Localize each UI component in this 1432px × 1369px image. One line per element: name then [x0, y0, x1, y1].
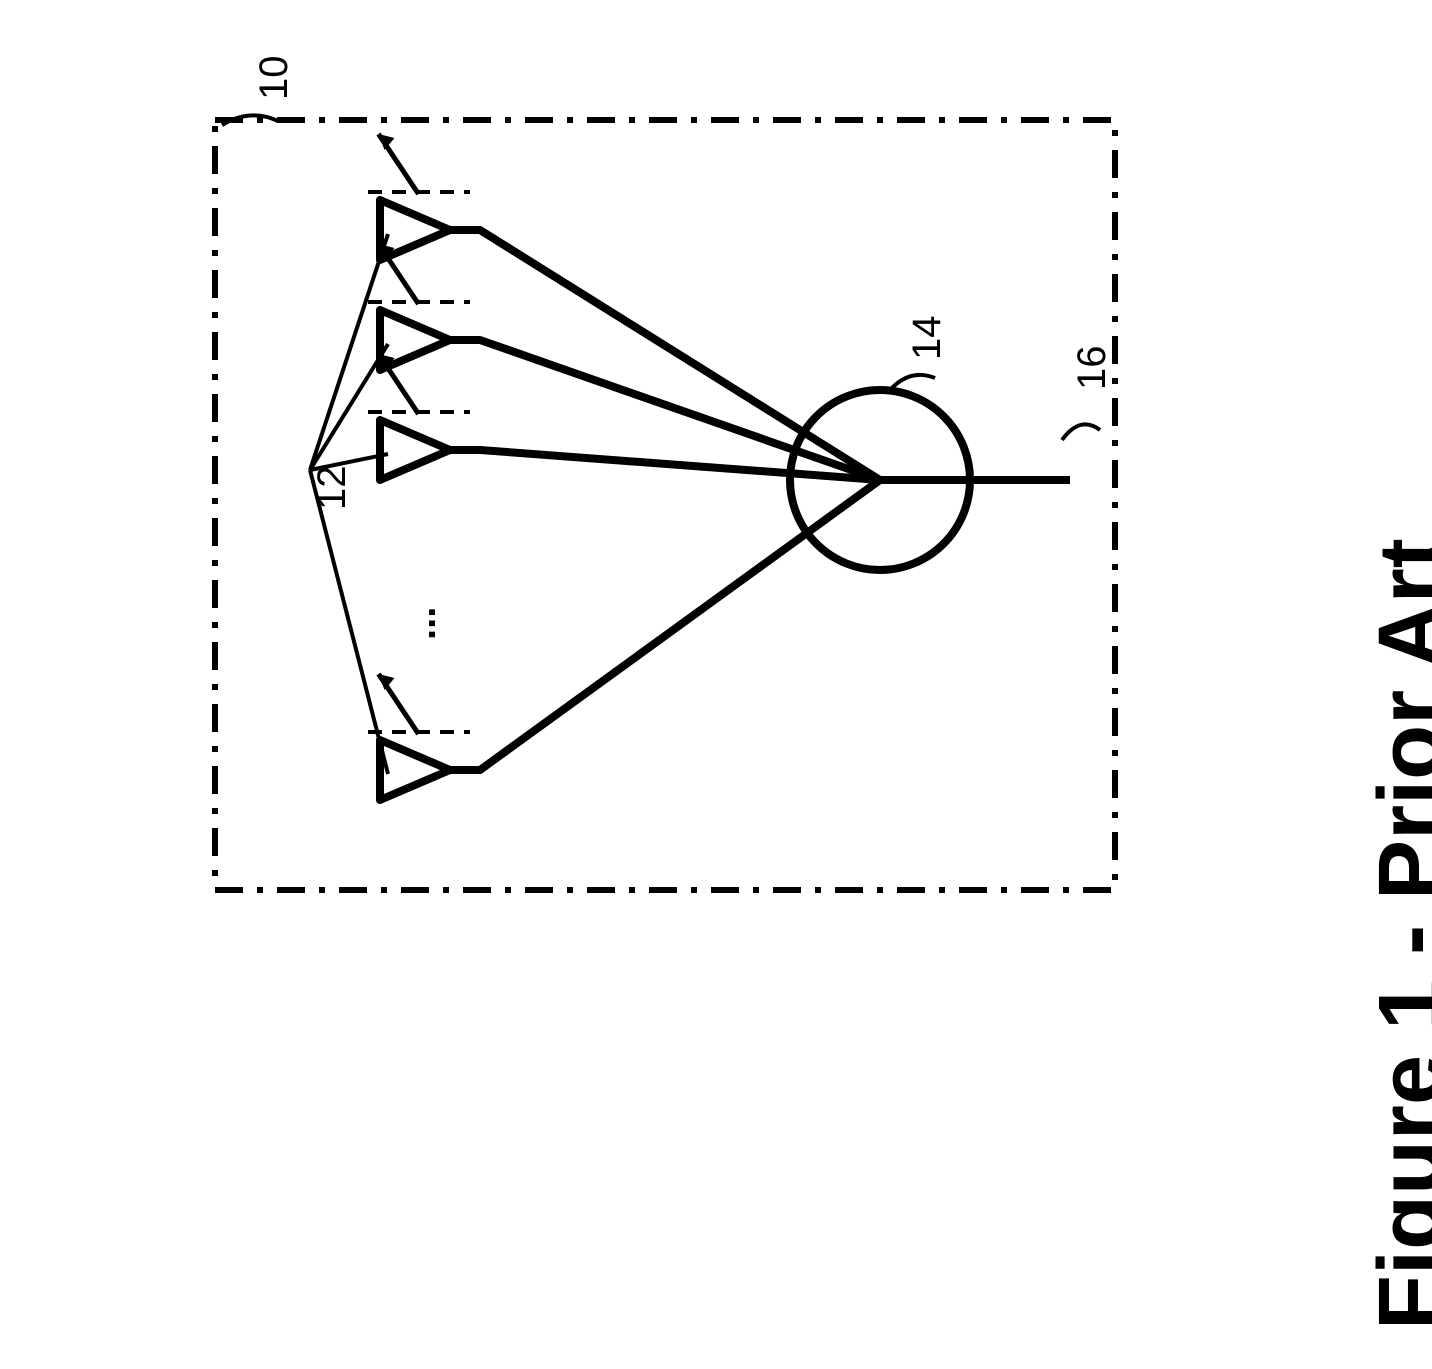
ref-label-10: 10: [252, 56, 297, 101]
laser-ellipsis: ...: [400, 607, 445, 640]
ref-label-12: 12: [310, 466, 355, 511]
ref-label-14: 14: [905, 316, 950, 361]
ref-label-16: 16: [1070, 346, 1115, 391]
diagram-stage: 10 12 14 16 ... Figure 1 - Prior Art: [0, 0, 1432, 1369]
diagram-svg: [0, 0, 1432, 1369]
figure-caption: Figure 1 - Prior Art: [1360, 538, 1432, 1330]
